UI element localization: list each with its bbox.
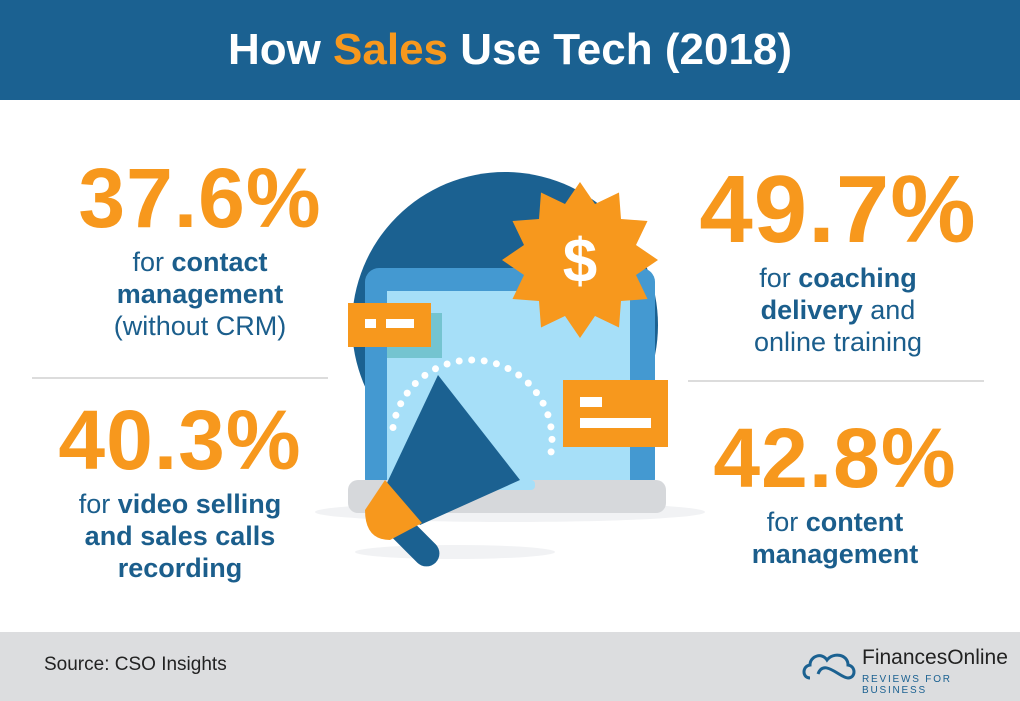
brand-name: FinancesOnline bbox=[862, 646, 1008, 669]
stat-label: online training bbox=[753, 327, 923, 357]
stat-value: 40.3% bbox=[58, 393, 302, 487]
sales-tech-illustration: $ bbox=[315, 172, 705, 567]
title-pre: How bbox=[227, 25, 334, 74]
dot bbox=[468, 356, 476, 364]
stat-label: management bbox=[116, 279, 284, 309]
dot bbox=[504, 365, 512, 372]
stat-coaching-delivery: 49.7% for coaching delivery and online t… bbox=[680, 158, 996, 358]
dot bbox=[548, 435, 556, 443]
brand-tagline: REVIEWS FOR BUSINESS bbox=[862, 674, 952, 696]
stat-value: 49.7% bbox=[699, 156, 977, 263]
dot bbox=[397, 400, 405, 408]
stat-content-management: 42.8% for content management bbox=[680, 410, 990, 570]
dot bbox=[532, 389, 540, 397]
divider bbox=[32, 377, 328, 379]
dot bbox=[547, 448, 555, 456]
cloud-icon bbox=[802, 653, 856, 680]
dot bbox=[480, 357, 488, 365]
stat-label: recording bbox=[117, 553, 243, 583]
svg-text:$: $ bbox=[563, 227, 597, 296]
stat-label: for video selling bbox=[78, 489, 282, 519]
title-highlight: Sales bbox=[333, 25, 449, 74]
stat-label: for coaching bbox=[759, 263, 917, 293]
stat-label: for contact bbox=[132, 247, 268, 277]
stat-value: 42.8% bbox=[713, 411, 957, 505]
stat-label: (without CRM) bbox=[113, 311, 287, 341]
financesonline-logo[interactable]: FinancesOnline REVIEWS FOR BUSINESS bbox=[800, 642, 1010, 696]
dot bbox=[492, 360, 500, 368]
title-banner: How Sales Use Tech (2018) bbox=[0, 0, 1020, 100]
dot bbox=[432, 365, 439, 373]
title-post: Use Tech (2018) bbox=[448, 25, 793, 74]
stat-video-selling: 40.3% for video selling and sales calls … bbox=[20, 392, 340, 584]
footer: Source: CSO Insights FinancesOnline REVI… bbox=[0, 632, 1020, 701]
stat-label: management bbox=[751, 539, 919, 569]
divider bbox=[688, 380, 984, 382]
dot bbox=[524, 379, 532, 387]
dollar-badge-icon: $ bbox=[502, 182, 658, 338]
stat-value: 37.6% bbox=[78, 151, 322, 245]
stat-label: delivery and bbox=[760, 295, 916, 325]
dot bbox=[392, 411, 400, 419]
dot bbox=[539, 399, 547, 407]
stat-label: for content bbox=[766, 507, 904, 537]
dot bbox=[455, 357, 463, 365]
dotted-arc bbox=[389, 356, 556, 456]
dot bbox=[389, 424, 397, 431]
dot bbox=[411, 380, 419, 387]
dot bbox=[544, 411, 552, 419]
dot bbox=[403, 389, 411, 397]
dot bbox=[421, 371, 429, 379]
message-card-icon bbox=[563, 380, 668, 447]
dot bbox=[515, 371, 523, 379]
megaphone-icon bbox=[365, 375, 520, 567]
message-card-icon bbox=[348, 303, 431, 347]
dot bbox=[547, 423, 555, 431]
shadow bbox=[355, 545, 555, 559]
source-text: Source: CSO Insights bbox=[44, 654, 227, 675]
dot bbox=[443, 360, 451, 368]
stat-label: and sales calls bbox=[84, 521, 276, 551]
stat-contact-management: 37.6% for contact management (without CR… bbox=[40, 150, 360, 342]
